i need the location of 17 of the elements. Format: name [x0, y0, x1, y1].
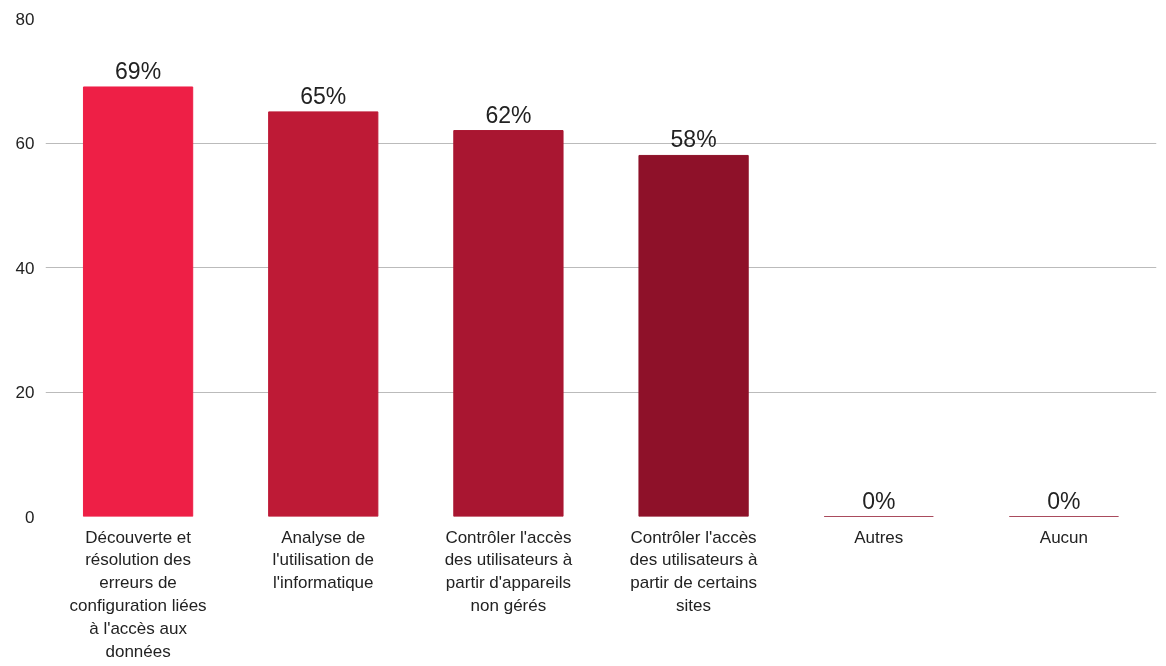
y-tick-label: 0: [25, 507, 35, 527]
data-label: 65%: [300, 82, 347, 109]
x-tick-label: Contrôler l'accès des utilisateurs à partir de certains sites: [629, 527, 758, 615]
y-tick-label: 20: [15, 383, 35, 402]
x-tick-label: Contrôler l'accès des utilisateurs à partir d'appareils non gérés: [444, 527, 573, 615]
data-label: 0%: [862, 487, 896, 514]
y-tick-label: 60: [15, 134, 35, 153]
data-label: 69%: [115, 57, 162, 84]
data-label: 0%: [1047, 487, 1081, 514]
y-tick-label: 40: [15, 258, 35, 278]
x-tick-label: Aucun: [1039, 527, 1089, 547]
x-tick-label: Autres: [854, 527, 904, 547]
x-tick-label: Découverte et résolution des erreurs de configuration liées à l'accès aux données: [69, 527, 207, 661]
data-label: 58%: [670, 126, 717, 153]
y-tick-label: 80: [15, 9, 35, 29]
data-label: 62%: [485, 101, 532, 128]
x-tick-label: Analyse de l'utilisation de l'informatique: [272, 527, 375, 593]
